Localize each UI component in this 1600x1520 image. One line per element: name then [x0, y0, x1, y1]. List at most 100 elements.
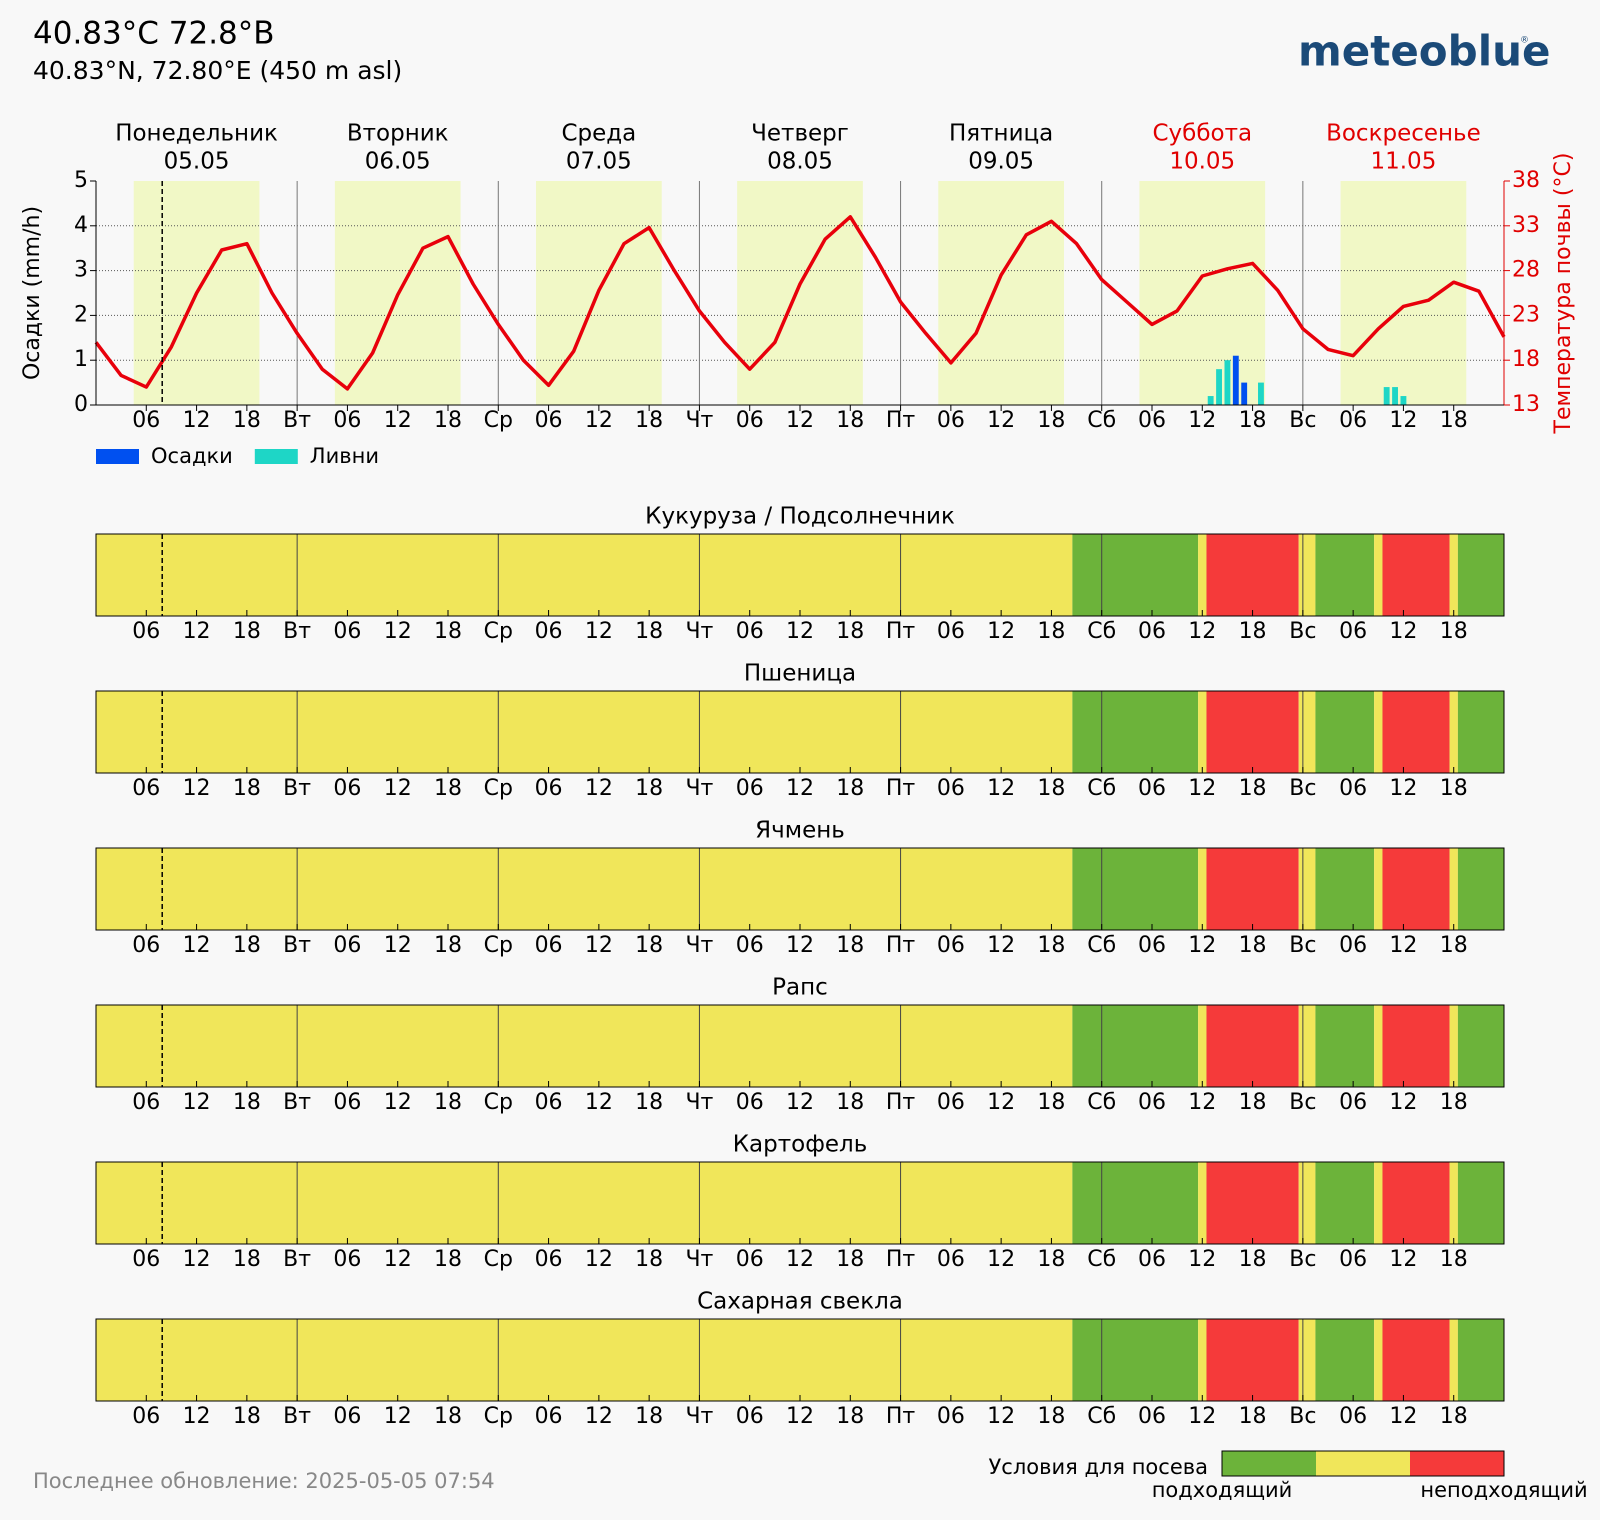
x-tick-label: 12 [585, 933, 613, 958]
x-tick-label: 06 [132, 776, 160, 801]
legend-color [1222, 1451, 1316, 1476]
y-tick-label: 2 [74, 302, 88, 327]
day-date: 06.05 [365, 149, 431, 175]
logo: meteoblue [1298, 27, 1551, 76]
y2-tick-label: 23 [1512, 302, 1540, 327]
condition-segment [1072, 1162, 1199, 1244]
x-tick-label: 18 [635, 1404, 663, 1429]
x-tick-label: 18 [635, 776, 663, 801]
x-tick-label: 06 [937, 1247, 965, 1272]
x-tick-label: 12 [384, 1247, 412, 1272]
x-tick-label: 12 [1188, 1247, 1216, 1272]
x-tick-label: 18 [836, 1090, 864, 1115]
x-tick-label: 12 [384, 776, 412, 801]
x-tick-label: 06 [1339, 1247, 1367, 1272]
condition-segment [1457, 1162, 1504, 1244]
x-tick-label: 12 [183, 933, 211, 958]
y2-axis-label: Температура почвы (°C) [1551, 153, 1576, 435]
x-tick-label: 18 [836, 1404, 864, 1429]
precip-bar [1207, 396, 1214, 405]
condition-segment [1457, 1005, 1504, 1087]
x-tick-label: 06 [1339, 408, 1367, 433]
x-tick-label: 06 [1138, 619, 1166, 644]
y-axis-label: Осадки (mm/h) [20, 206, 45, 380]
x-tick-label: 12 [786, 1404, 814, 1429]
x-tick-label: Сб [1087, 1247, 1116, 1272]
x-tick-label: Сб [1087, 408, 1116, 433]
x-tick-label: 06 [333, 408, 361, 433]
x-tick-label: 06 [937, 1404, 965, 1429]
panel-frame [95, 1318, 1505, 1402]
day-name: Пятница [949, 121, 1053, 147]
x-tick-label: 12 [786, 1090, 814, 1115]
x-tick-label: 18 [1440, 1404, 1468, 1429]
x-tick-label: 18 [1037, 1247, 1065, 1272]
x-tick-label: 18 [635, 619, 663, 644]
x-tick-label: 06 [937, 1090, 965, 1115]
x-tick-label: 18 [233, 619, 261, 644]
x-tick-label: 18 [1037, 619, 1065, 644]
condition-segment [1206, 1162, 1299, 1244]
x-tick-label: 12 [786, 933, 814, 958]
condition-segment [96, 1319, 1073, 1401]
condition-segment [1315, 534, 1375, 616]
x-tick-label: 06 [1339, 1090, 1367, 1115]
x-tick-label: Сб [1087, 1090, 1116, 1115]
x-tick-label: 18 [1239, 1247, 1267, 1272]
x-tick-label: 12 [1389, 408, 1417, 433]
x-tick-label: Вс [1289, 933, 1316, 958]
x-tick-label: 06 [937, 408, 965, 433]
x-tick-label: 06 [535, 1090, 563, 1115]
x-tick-label: 18 [836, 933, 864, 958]
x-tick-label: Сб [1087, 776, 1116, 801]
x-tick-label: 12 [585, 408, 613, 433]
legend-label: Ливни [310, 444, 379, 468]
x-tick-label: 12 [1389, 1090, 1417, 1115]
precip-bar [1383, 387, 1390, 405]
x-tick-label: Вс [1289, 1090, 1316, 1115]
x-tick-label: 12 [987, 1404, 1015, 1429]
condition-segment [1206, 534, 1299, 616]
x-tick-label: 06 [535, 408, 563, 433]
x-tick-label: 06 [1138, 933, 1166, 958]
y-tick-label: 1 [74, 347, 88, 372]
x-tick-label: 12 [183, 619, 211, 644]
x-tick-label: 12 [987, 776, 1015, 801]
condition-segment [1315, 848, 1375, 930]
condition-segment [1198, 1005, 1207, 1087]
x-tick-label: 06 [333, 933, 361, 958]
x-tick-label: 12 [786, 408, 814, 433]
x-tick-label: 18 [1239, 933, 1267, 958]
x-tick-label: 06 [132, 408, 160, 433]
x-tick-label: Вт [283, 1090, 311, 1115]
x-tick-label: 12 [1389, 933, 1417, 958]
condition-segment [1457, 534, 1504, 616]
daylight-band [1340, 181, 1467, 405]
x-tick-label: 06 [736, 776, 764, 801]
condition-segment [1449, 534, 1458, 616]
condition-segment [1298, 1319, 1316, 1401]
x-tick-label: Чт [685, 933, 713, 958]
condition-segment [1457, 848, 1504, 930]
x-tick-label: Пт [886, 933, 916, 958]
x-tick-label: 06 [937, 933, 965, 958]
logo-mark: ® [1520, 36, 1529, 46]
condition-segment [1072, 1319, 1199, 1401]
x-tick-label: 18 [1037, 1404, 1065, 1429]
x-tick-label: 18 [434, 619, 462, 644]
x-tick-label: 12 [1188, 776, 1216, 801]
x-tick-label: 12 [1188, 408, 1216, 433]
x-tick-label: 18 [233, 1247, 261, 1272]
x-tick-label: 06 [132, 1090, 160, 1115]
day-date: 09.05 [968, 149, 1034, 175]
x-tick-label: 06 [132, 1247, 160, 1272]
panel-title: Кукуруза / Подсолнечник [645, 504, 955, 530]
precip-bar [1232, 355, 1239, 405]
x-tick-label: 06 [1339, 1404, 1367, 1429]
x-tick-label: Ср [484, 619, 513, 644]
x-tick-label: Чт [685, 619, 713, 644]
x-tick-label: 06 [937, 776, 965, 801]
condition-segment [1382, 1162, 1450, 1244]
legend-high: неподходящий [1420, 1478, 1587, 1502]
